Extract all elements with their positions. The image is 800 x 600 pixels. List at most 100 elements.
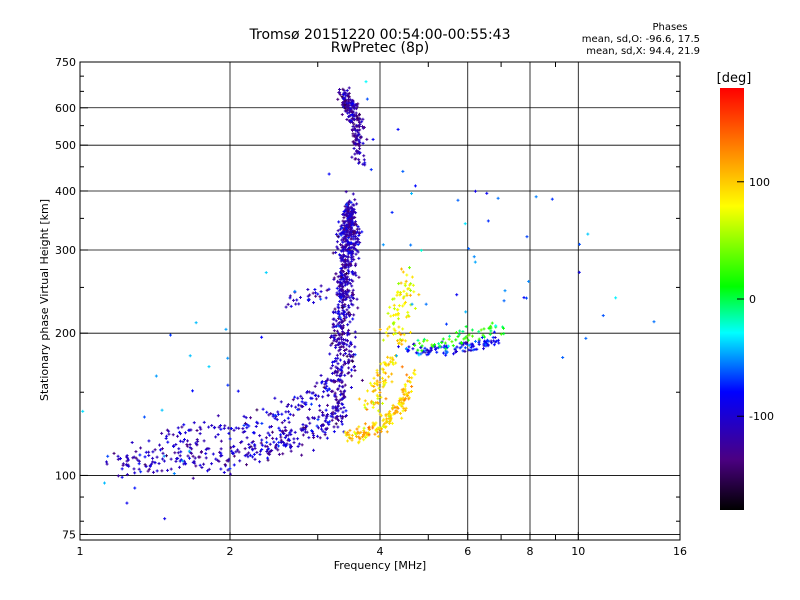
data-point	[409, 288, 413, 292]
data-point	[291, 398, 295, 402]
data-point	[312, 301, 316, 305]
data-point	[349, 217, 353, 221]
data-point	[267, 413, 271, 417]
data-point	[177, 465, 181, 469]
data-point	[401, 270, 405, 274]
data-point	[652, 320, 656, 324]
data-point	[325, 384, 329, 388]
data-point	[284, 429, 288, 433]
data-point	[376, 409, 380, 413]
data-point	[251, 431, 255, 435]
data-point	[483, 339, 487, 343]
data-point	[442, 345, 446, 349]
data-point	[219, 451, 223, 455]
data-point	[340, 301, 344, 305]
data-point	[485, 338, 489, 342]
data-point	[147, 439, 151, 443]
data-point	[357, 275, 361, 279]
data-point	[181, 440, 185, 444]
data-point	[202, 439, 206, 443]
data-point	[403, 408, 407, 412]
data-point	[433, 343, 437, 347]
data-point	[481, 333, 485, 337]
data-point	[334, 319, 338, 323]
data-point	[329, 414, 333, 418]
data-point	[453, 348, 457, 352]
axis-ticks: 1 2 4 6 8 10 16 75 100 200 300 400 500 600 750	[55, 56, 687, 558]
y-tick-label: 600	[55, 102, 76, 115]
data-point	[281, 452, 285, 456]
data-point	[348, 296, 352, 300]
data-point	[357, 256, 361, 260]
data-point	[268, 452, 272, 456]
data-point	[342, 210, 346, 214]
data-point	[337, 91, 341, 95]
data-point	[389, 360, 393, 364]
data-point	[411, 347, 415, 351]
data-point	[228, 437, 232, 441]
data-point	[332, 336, 336, 340]
data-point	[379, 395, 383, 399]
x-tick-label: 8	[527, 545, 534, 558]
data-point	[265, 410, 269, 414]
data-point	[393, 412, 397, 416]
data-point	[182, 423, 186, 427]
data-point	[332, 425, 336, 429]
y-axis-label: Stationary phase Virtual Height [km]	[38, 199, 51, 401]
data-point	[291, 413, 295, 417]
data-point	[388, 409, 392, 413]
data-point	[333, 405, 337, 409]
data-point	[280, 421, 284, 425]
data-point	[441, 337, 445, 341]
data-point	[106, 454, 110, 458]
data-point	[177, 447, 181, 451]
data-point	[288, 412, 292, 416]
data-point	[219, 447, 223, 451]
data-point	[137, 462, 141, 466]
data-point	[234, 426, 238, 430]
data-point	[389, 416, 393, 420]
data-point	[463, 349, 467, 353]
data-point	[418, 341, 422, 345]
data-point	[323, 419, 327, 423]
data-point	[357, 139, 361, 143]
data-point	[353, 152, 357, 156]
data-point	[334, 339, 338, 343]
data-point	[273, 396, 277, 400]
data-point	[151, 456, 155, 460]
data-point	[399, 333, 403, 337]
data-point	[333, 307, 337, 311]
data-point	[371, 426, 375, 430]
data-point	[322, 390, 326, 394]
data-point	[381, 379, 385, 383]
data-point	[133, 471, 137, 475]
data-point	[329, 334, 333, 338]
data-point	[334, 333, 338, 337]
data-point	[275, 437, 279, 441]
data-point	[167, 432, 171, 436]
phase-info: Phases mean, sd,O: -96.6, 17.5 mean, sd,…	[580, 22, 700, 58]
data-point	[330, 360, 334, 364]
data-point	[226, 426, 230, 430]
data-point	[132, 467, 136, 471]
data-point	[344, 190, 348, 194]
data-point	[340, 397, 344, 401]
data-point	[490, 321, 494, 325]
data-point	[341, 236, 345, 240]
data-point	[413, 343, 417, 347]
data-point	[422, 339, 426, 343]
data-point	[342, 260, 346, 264]
data-point	[183, 431, 187, 435]
data-point	[346, 226, 350, 230]
data-point	[380, 427, 384, 431]
data-point	[358, 122, 362, 126]
data-point	[338, 313, 342, 317]
data-point	[329, 366, 333, 370]
data-point	[342, 363, 346, 367]
data-point	[276, 448, 280, 452]
data-point	[232, 454, 236, 458]
data-point	[369, 168, 373, 172]
data-point	[187, 428, 191, 432]
data-point	[406, 313, 410, 317]
data-point	[301, 423, 305, 427]
